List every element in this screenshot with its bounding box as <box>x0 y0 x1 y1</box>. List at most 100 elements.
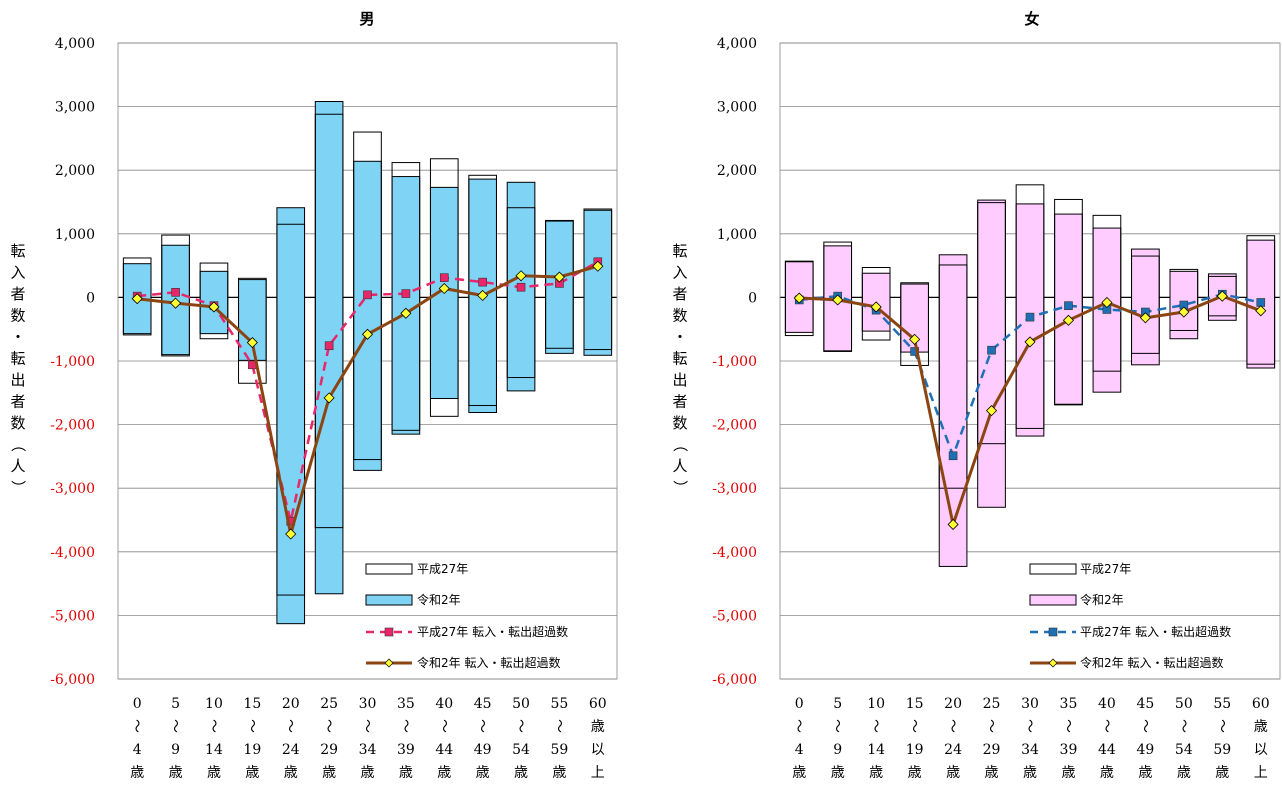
legend-item: 令和2年 転入・転出超過数 <box>366 655 560 670</box>
x-tick-label: 〜 <box>1098 719 1114 733</box>
bar <box>823 241 853 352</box>
line-series <box>793 290 1267 531</box>
x-tick-label: 25 <box>983 696 1001 712</box>
x-tick-label: 歳 <box>1215 765 1229 781</box>
bar <box>900 282 929 366</box>
y-axis-label-char: 数 <box>672 307 687 325</box>
legend-label: 平成27年 <box>1080 562 1131 576</box>
y-axis-label-char: 数 <box>672 414 687 432</box>
x-tick-label: 14 <box>205 742 223 758</box>
bar <box>161 234 190 357</box>
x-tick-label: 歳 <box>399 765 413 781</box>
x-tick-label: 歳 <box>1138 765 1152 781</box>
data-point <box>515 270 527 282</box>
x-tick-label: 〜 <box>1059 719 1075 733</box>
bar <box>391 176 421 435</box>
x-tick-label: 〜 <box>167 719 183 733</box>
x-tick-label: 歳 <box>1061 765 1075 781</box>
x-tick-label: 9 <box>171 742 180 758</box>
x-axis: 0 〜 4 歳 5 〜 9 歳 10 〜 14 歳 15 〜 19 歳 20 〜 24 歳 25 〜 29 歳 30 〜 34 歳 35… <box>128 696 607 781</box>
y-axis-label-char: ） <box>671 480 689 495</box>
x-tick-label: 歳 <box>985 765 999 781</box>
female-chart: 女 4,000 3,000 2,000 1,000 0 -1,000 -2,000 -3,000… <box>671 10 1281 781</box>
data-point <box>401 289 411 298</box>
x-tick-label: 上 <box>591 765 605 781</box>
bar <box>1054 198 1083 405</box>
legend-item: 令和2年 転入・転出超過数 <box>1030 655 1223 670</box>
data-point <box>516 282 526 292</box>
data-point <box>987 345 996 355</box>
x-tick-label: 10 <box>205 696 223 712</box>
bar <box>583 209 613 356</box>
data-point <box>171 288 180 297</box>
legend-item: 平成27年 <box>365 562 468 576</box>
data-point <box>1101 296 1113 309</box>
bar <box>1092 214 1122 372</box>
x-tick-label: 歳 <box>207 765 221 781</box>
x-tick-label: 9 <box>833 742 842 758</box>
bar <box>468 174 497 407</box>
y-axis-label-char: 者 <box>10 285 25 303</box>
y-axis-label-char: 入 <box>10 264 25 282</box>
data-point <box>438 282 450 295</box>
data-point <box>1025 312 1035 322</box>
data-point <box>363 290 372 300</box>
x-tick-label: 14 <box>867 742 885 758</box>
bar <box>429 158 459 417</box>
x-tick-label: 歳 <box>946 765 960 781</box>
x-tick-label: 歳 <box>245 765 259 781</box>
y-tick-label: 0 <box>86 290 95 306</box>
x-tick-label: 〜 <box>205 719 221 733</box>
data-point <box>1139 312 1151 324</box>
data-point <box>1064 301 1073 310</box>
x-tick-label: 歳 <box>908 765 922 781</box>
data-point <box>285 528 297 540</box>
legend-label: 令和2年 転入・転出超過数 <box>1080 655 1223 670</box>
data-point <box>208 301 220 313</box>
x-tick-label: 〜 <box>983 719 999 733</box>
y-axis-label-char: 転 <box>672 350 687 368</box>
bar <box>122 257 152 336</box>
legend-item: 令和2年 <box>365 592 461 607</box>
plot-area <box>117 42 618 680</box>
y-tick-label: 4,000 <box>717 36 757 52</box>
plot-area <box>779 42 1281 680</box>
y-axis-label-char: 入 <box>672 264 687 282</box>
x-tick-label: 29 <box>320 742 338 758</box>
x-tick-label: 〜 <box>474 719 490 733</box>
x-tick-label: 5 <box>171 696 180 712</box>
bar <box>506 207 536 379</box>
legend-label: 平成27年 <box>417 562 468 576</box>
x-tick-label: 歳 <box>476 765 490 781</box>
y-axis-label-char: ・ <box>10 328 25 346</box>
y-tick-label: -1,000 <box>712 354 757 370</box>
x-tick-label: 45 <box>474 696 492 712</box>
x-tick-label: 44 <box>1098 742 1116 758</box>
data-point <box>870 301 882 313</box>
x-tick-label: 24 <box>944 742 962 758</box>
y-tick-label: -3,000 <box>712 481 757 497</box>
legend-label: 令和2年 <box>417 592 461 607</box>
y-axis-label-char: 出 <box>672 371 687 389</box>
bar-series <box>784 199 1276 567</box>
data-point <box>592 260 604 272</box>
x-tick-label: 歳 <box>552 765 566 781</box>
bar <box>353 160 382 471</box>
legend-swatch <box>1029 563 1077 575</box>
x-tick-label: 歳 <box>514 765 528 781</box>
y-tick-label: -4,000 <box>50 545 95 561</box>
x-tick-label: 歳 <box>1100 765 1114 781</box>
x-tick-label: 歳 <box>1023 765 1037 781</box>
x-tick-label: 〜 <box>397 719 413 733</box>
x-tick-label: 40 <box>435 696 453 712</box>
y-tick-label: -4,000 <box>712 545 757 561</box>
y-tick-label: 1,000 <box>55 227 95 243</box>
y-axis-label-char: 数 <box>10 414 25 432</box>
x-tick-label: 15 <box>906 696 924 712</box>
x-tick-label: 30 <box>1021 696 1039 712</box>
x-tick-label: 〜 <box>790 719 806 733</box>
x-tick-label: 〜 <box>1213 719 1229 733</box>
legend-marker <box>384 627 394 637</box>
